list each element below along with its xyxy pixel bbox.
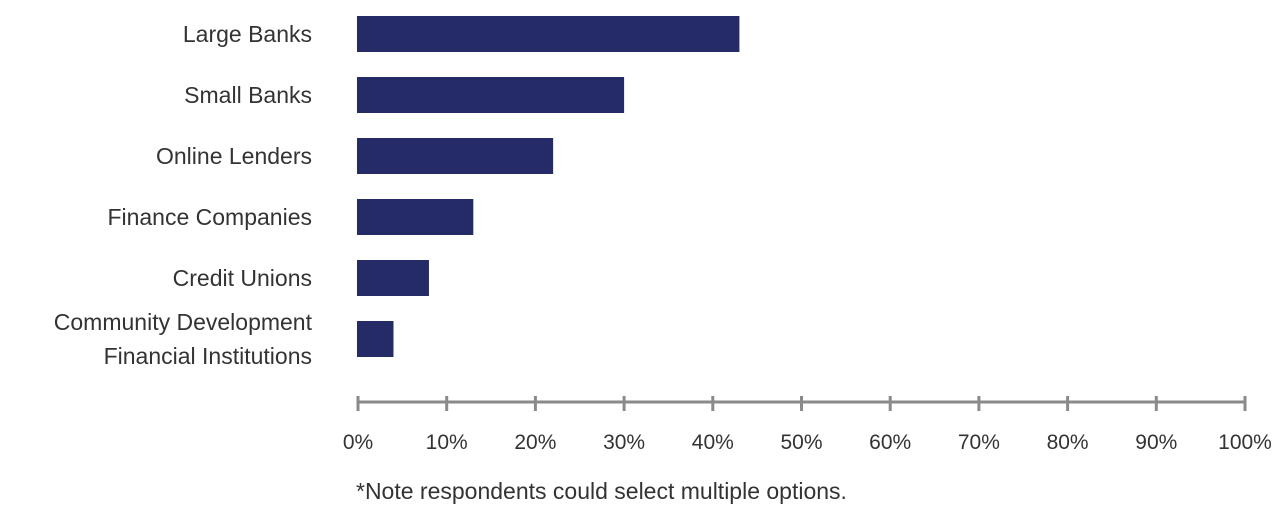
category-label: Finance Companies — [107, 204, 312, 230]
bar-4 — [357, 260, 429, 296]
bar-3 — [357, 199, 474, 235]
x-tick-label: 60% — [869, 431, 911, 454]
category-label: Community Development Financial Instituti… — [54, 309, 313, 369]
x-tick-label: 10% — [426, 431, 468, 454]
bar-5 — [357, 321, 394, 357]
x-tick-label: 20% — [514, 431, 556, 454]
bar-1 — [357, 77, 625, 113]
x-tick-label: 90% — [1135, 431, 1177, 454]
x-tick-label: 30% — [603, 431, 645, 454]
x-tick-label: 0% — [343, 431, 373, 454]
category-labels: Large Banks Small Banks Online Lenders Fina… — [54, 21, 313, 369]
x-tick-label: 40% — [692, 431, 734, 454]
x-axis: 0% 10% 20% 30% 40% 50% 60% 70% 80% 90% 100% — [343, 396, 1272, 454]
category-label: Credit Unions — [173, 265, 312, 291]
category-label: Online Lenders — [156, 143, 312, 169]
category-label: Large Banks — [183, 21, 312, 47]
x-tick-label: 80% — [1047, 431, 1089, 454]
x-tick-label: 50% — [780, 431, 822, 454]
x-tick-label: 100% — [1218, 431, 1272, 454]
footnote: *Note respondents could select multiple … — [356, 478, 847, 504]
bar-0 — [357, 16, 740, 52]
bars — [357, 16, 740, 357]
category-label: Small Banks — [184, 82, 312, 108]
x-tick-label: 70% — [958, 431, 1000, 454]
bar-2 — [357, 138, 554, 174]
